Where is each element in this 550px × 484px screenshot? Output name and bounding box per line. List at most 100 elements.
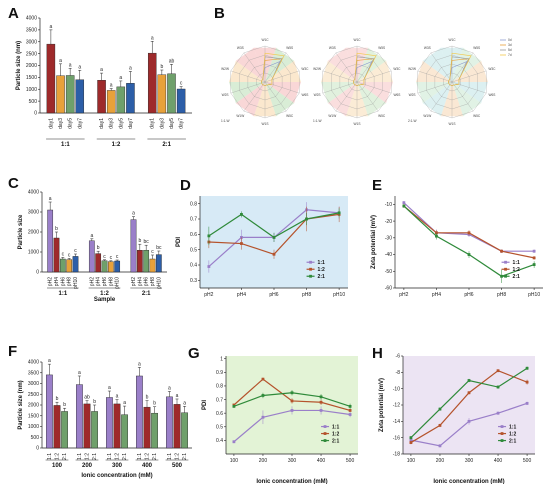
data-point [290,399,294,403]
x-tick-label: 400 [317,458,326,464]
bar [46,43,56,114]
category-tick-label: pH4 [96,277,102,286]
radar-legend-label: 7d [508,53,512,57]
significance-letter: a [78,370,81,376]
data-point [409,438,413,442]
group-label: 2:1 [142,291,151,297]
category-tick-label: day3 [159,118,165,129]
bar [83,403,91,449]
radar-axis-label: W6S [488,93,495,97]
category-tick-label: day7 [77,118,83,129]
radar-sector [265,60,301,82]
significance-letter: b [138,238,141,244]
y-tick-label: -60 [385,286,392,292]
data-point [402,204,406,208]
radar-sector [321,60,357,82]
radar-sector [416,60,452,82]
data-point [467,231,471,235]
bar [130,219,137,273]
radar-spoke [451,81,474,112]
radar-axis-label: W2S [409,93,416,97]
data-point [348,409,352,412]
radar-axis-label: W3S [237,46,244,50]
significance-letter: c [180,81,183,87]
significance-letter: a [100,67,103,73]
category-tick-label: pH6 [102,277,108,286]
y-tick-label: 3500 [26,28,37,34]
category-tick-label: 1:2 [145,453,151,460]
x-tick-label: pH6 [269,292,278,298]
category-tick-label: day7 [128,118,134,129]
data-point [272,236,276,239]
radar-axis-label: W2W [313,67,321,71]
y-tick-label: -14 [393,419,400,425]
y-tick-label: 1000 [28,250,39,256]
x-tick-label: pH2 [399,292,408,298]
legend-marker [504,267,507,271]
category-tick-label: day3 [109,118,115,129]
legend-marker [309,267,312,271]
radar-sector [357,82,393,104]
x-axis-label: Ionic concentration (mM) [256,479,327,484]
y-tick-label: 0.3 [190,278,197,284]
radar-spoke [264,81,287,112]
legend-label: 2:1 [509,438,516,444]
bar [75,79,85,114]
significance-letter: a [183,400,186,406]
bar [155,254,162,273]
y-tick-label: -40 [385,252,392,258]
radar-spoke [417,70,453,83]
significance-letter: b [56,396,59,402]
y-tick-label: 0.7 [190,217,197,223]
legend-label: 1:1 [332,424,339,430]
y-tick-label: -8 [396,370,401,376]
category-tick-label: 1:2 [85,453,91,460]
bar-chart-a: 0 500 1000 1500 2000 2500 3000 3500 4000 Particle… [16,16,192,148]
radar-subtitle: 1:1-W [221,119,230,123]
bar [88,240,95,273]
legend-marker [309,260,312,264]
significance-letter: a [48,358,51,364]
group-label: 400 [142,463,153,469]
bar [176,88,186,114]
significance-letter: b [93,399,96,405]
y-tick-label: -6 [396,354,401,360]
bar [113,403,121,449]
radar-axis-label: W2W [408,67,416,71]
radar-spoke [356,81,392,94]
radar-legend-label: 3d [508,43,512,47]
radar-sector [265,82,295,117]
x-tick-label: pH8 [302,292,311,298]
radar-series [448,52,472,86]
bar [166,396,173,449]
category-tick-label: 1:1 [167,453,173,460]
data-point [532,249,536,253]
bar [53,237,60,273]
bar [167,73,176,114]
y-axis-label: Particle size (nm) [18,380,24,429]
radar-sector [357,60,393,82]
category-tick-label: 2:1 [92,453,98,460]
bar [126,83,135,114]
bar [106,90,116,114]
y-tick-label: 0 [36,270,39,276]
y-tick-label: 1500 [26,75,37,81]
y-tick-label: 0.9 [216,370,223,376]
data-point [261,394,265,397]
y-tick-label: 2500 [28,392,39,398]
x-tick-label: pH4 [237,292,246,298]
radar-axis-label: W5C [286,114,294,118]
radar-subtitle: 1:1-W [313,119,322,123]
radar-spoke [430,81,453,112]
bar [61,411,68,449]
radar-sector [265,82,301,104]
data-point [402,201,406,205]
legend-label: 1:2 [513,267,520,273]
data-point [525,401,529,405]
bar [157,74,167,114]
bar [46,374,53,449]
data-point [525,366,529,370]
radar-series [261,52,285,86]
bar [97,80,106,114]
plot-background [403,356,535,454]
